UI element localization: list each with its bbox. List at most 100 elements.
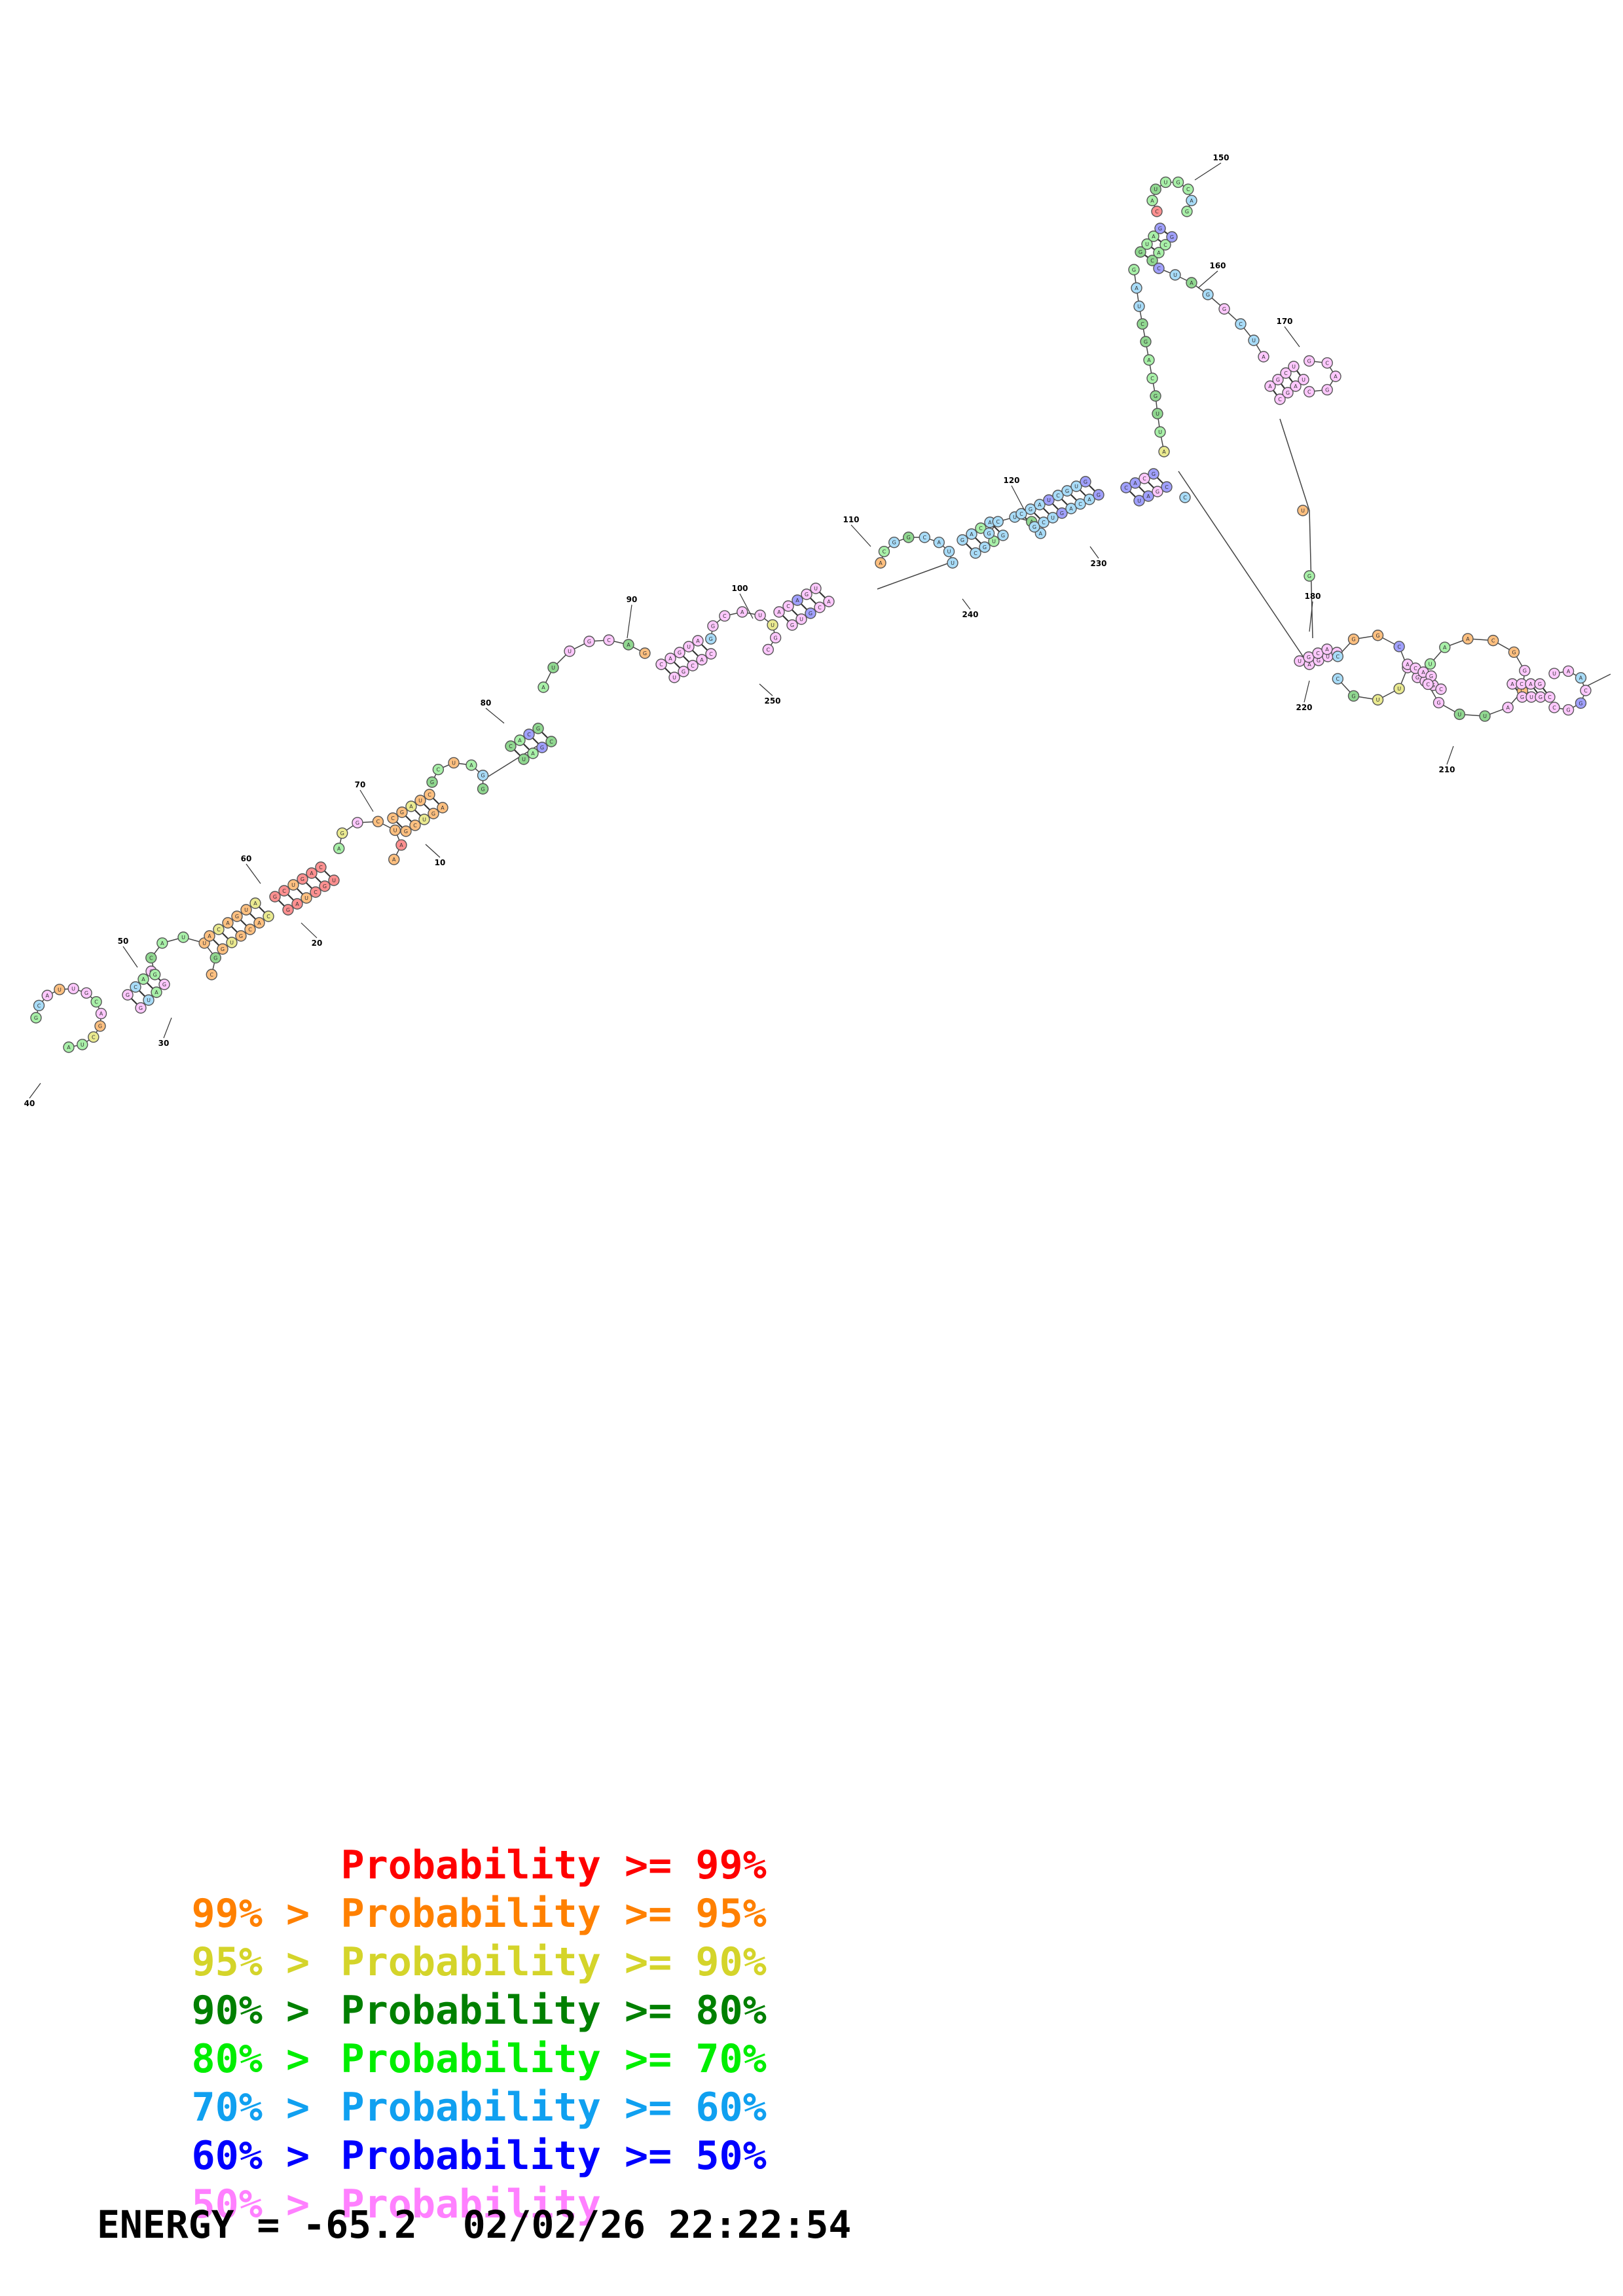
- nucleotide: G: [536, 742, 548, 753]
- nucleotide: G: [1128, 264, 1140, 276]
- svg-text:C: C: [437, 767, 441, 773]
- nucleotide: C: [814, 601, 826, 613]
- nucleotide: G: [1150, 390, 1161, 402]
- nucleotide: A: [692, 635, 704, 647]
- svg-text:G: G: [1060, 511, 1064, 516]
- legend-label: Probability >= 99%: [340, 1842, 767, 1888]
- legend-prefix: 90% >: [191, 1988, 334, 2034]
- svg-text:A: A: [160, 941, 164, 946]
- svg-text:G: G: [805, 592, 809, 598]
- svg-text:G: G: [643, 651, 647, 656]
- nucleotide: A: [333, 842, 345, 854]
- legend-row-99: Probability >= 99%: [97, 1795, 767, 1888]
- single-strand: [1158, 268, 1264, 357]
- label-tick: [163, 1017, 172, 1039]
- nucleotide: G: [149, 969, 161, 980]
- nucleotide: G: [1080, 476, 1091, 488]
- svg-text:U: U: [452, 760, 456, 766]
- legend-row-below-50: 50% > Probability: [97, 2134, 601, 2227]
- legend-row-80: 90% > Probability >= 80%: [97, 1940, 767, 2034]
- nucleotide: G: [210, 952, 221, 964]
- position-label: 240: [962, 610, 978, 619]
- svg-text:G: G: [1538, 681, 1542, 687]
- svg-text:G: G: [1097, 492, 1101, 498]
- nucleotide: A: [151, 986, 162, 998]
- svg-text:C: C: [92, 1034, 96, 1040]
- svg-text:U: U: [332, 878, 336, 884]
- nucleotide: C: [1179, 492, 1191, 503]
- svg-text:U: U: [81, 1042, 84, 1048]
- nucleotide: G: [1432, 696, 1445, 709]
- svg-text:C: C: [549, 739, 553, 745]
- nucleotide: U: [943, 545, 955, 558]
- svg-text:C: C: [1150, 258, 1154, 264]
- svg-text:G: G: [587, 639, 591, 645]
- nucleotide: A: [1084, 493, 1095, 505]
- nucleotide: C: [1487, 634, 1499, 647]
- nucleotide: U: [389, 824, 401, 836]
- svg-text:U: U: [947, 549, 951, 555]
- svg-text:C: C: [1056, 493, 1060, 499]
- nucleotide: G: [1181, 206, 1193, 217]
- svg-text:A: A: [696, 638, 700, 644]
- svg-text:G: G: [1139, 249, 1142, 255]
- nucleotide: C: [705, 648, 717, 660]
- svg-text:G: G: [540, 745, 544, 751]
- nucleotide: C: [206, 969, 218, 980]
- nucleotide: U: [1424, 658, 1436, 670]
- svg-text:U: U: [1397, 686, 1401, 692]
- nucleotide: G: [426, 776, 438, 788]
- svg-text:A: A: [970, 531, 974, 537]
- svg-text:G: G: [1415, 675, 1419, 681]
- nucleotide: C: [409, 819, 421, 831]
- svg-text:U: U: [181, 935, 185, 941]
- svg-text:U: U: [568, 649, 572, 655]
- position-label: 110: [843, 515, 859, 524]
- svg-text:A: A: [988, 520, 992, 526]
- svg-text:G: G: [678, 650, 682, 656]
- position-label: 80: [481, 698, 492, 708]
- svg-text:U: U: [304, 895, 308, 901]
- svg-text:A: A: [392, 857, 396, 863]
- svg-text:U: U: [1429, 661, 1432, 667]
- svg-text:G: G: [711, 623, 715, 629]
- long-range-link: [1178, 471, 1307, 662]
- svg-text:U: U: [1252, 338, 1256, 344]
- svg-text:U: U: [291, 882, 295, 888]
- nucleotide: A: [291, 898, 303, 910]
- nucleotide: A: [665, 653, 676, 664]
- svg-text:A: A: [1406, 662, 1410, 668]
- svg-text:C: C: [413, 823, 417, 829]
- legend-label: Probability >= 90%: [340, 1939, 767, 1985]
- nucleotide: A: [95, 1007, 107, 1020]
- svg-text:U: U: [71, 986, 75, 992]
- svg-text:G: G: [1222, 306, 1226, 312]
- svg-text:G: G: [1429, 673, 1433, 679]
- nucleotide: C: [687, 660, 699, 672]
- nucleotide: U: [177, 931, 189, 943]
- nucleotide: U: [1159, 176, 1172, 188]
- svg-text:A: A: [295, 901, 299, 907]
- legend-label: Probability >= 80%: [340, 1988, 767, 2034]
- nucleotide: U: [1154, 426, 1166, 438]
- nucleotide: G: [1148, 468, 1159, 480]
- nucleotide: C: [1015, 508, 1027, 520]
- svg-text:G: G: [301, 876, 304, 882]
- nucleotide: U: [1150, 183, 1161, 195]
- svg-text:G: G: [1084, 479, 1087, 485]
- nucleotide: C: [719, 610, 731, 622]
- svg-text:C: C: [979, 526, 983, 531]
- svg-text:U: U: [1051, 515, 1055, 521]
- nucleotide: A: [966, 528, 977, 540]
- svg-text:A: A: [469, 762, 473, 768]
- nucleotide: C: [1137, 318, 1148, 330]
- svg-text:C: C: [37, 1003, 41, 1009]
- nucleotide: G: [135, 1002, 147, 1014]
- svg-text:G: G: [1523, 668, 1527, 674]
- svg-text:C: C: [1183, 495, 1187, 501]
- nucleotide: A: [1462, 633, 1474, 645]
- nucleotide: G: [532, 723, 544, 734]
- nucleotide: A: [465, 759, 477, 771]
- svg-text:U: U: [1173, 272, 1177, 278]
- nucleotide: U: [1169, 269, 1181, 281]
